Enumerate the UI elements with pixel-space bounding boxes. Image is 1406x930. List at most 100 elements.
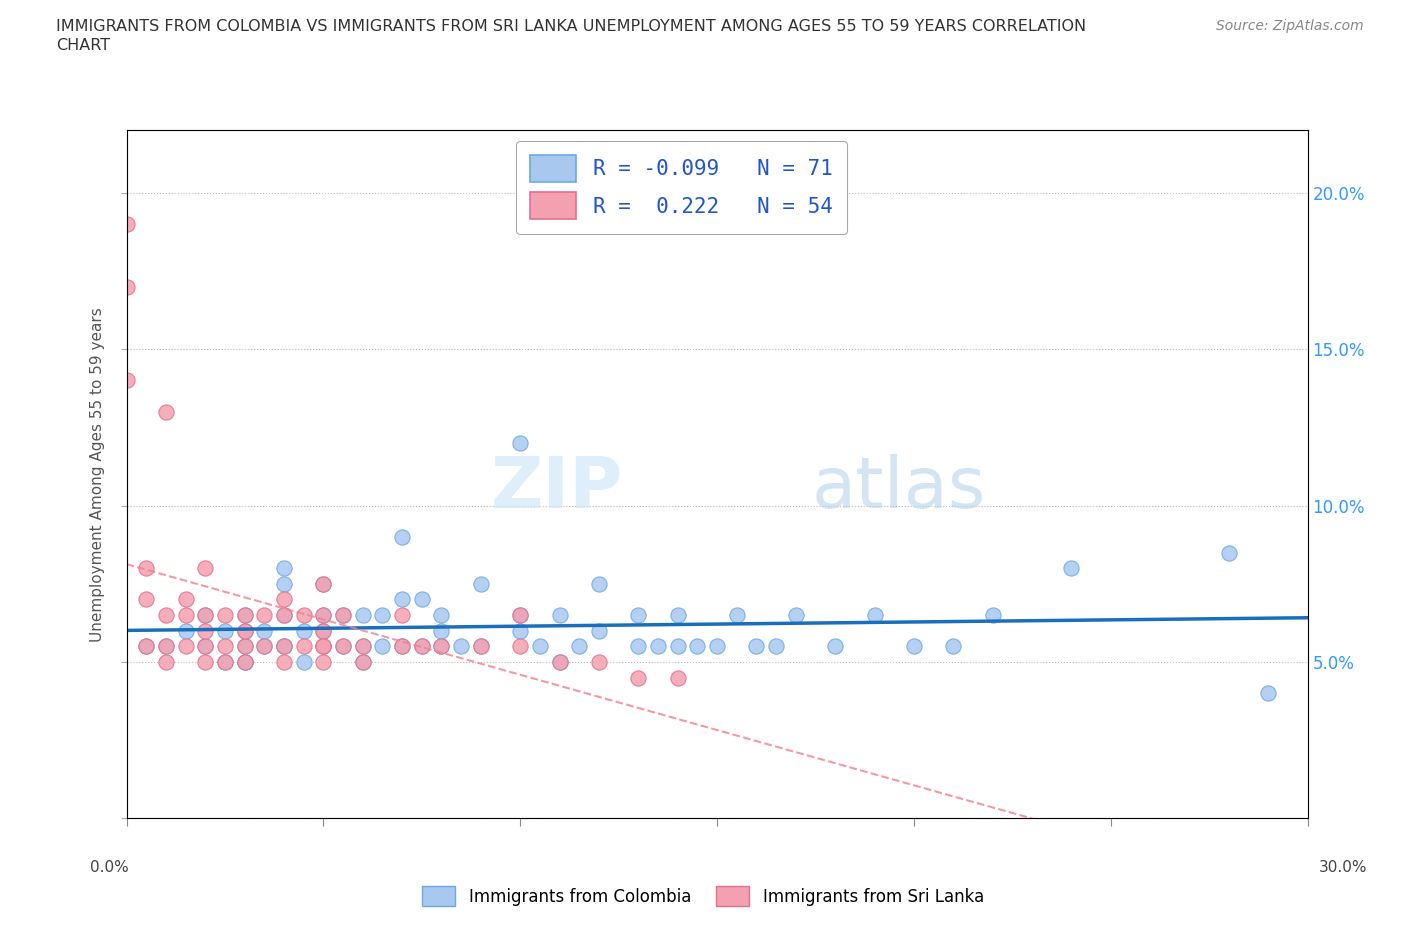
Point: [391, 639, 413, 654]
Point: [470, 577, 492, 591]
Point: [273, 561, 295, 576]
Point: [627, 639, 650, 654]
Point: [666, 639, 689, 654]
Point: [430, 607, 453, 622]
Text: atlas: atlas: [811, 454, 986, 523]
Point: [233, 655, 256, 670]
Point: [666, 607, 689, 622]
Point: [1060, 561, 1083, 576]
Point: [312, 623, 335, 638]
Point: [942, 639, 965, 654]
Point: [509, 435, 531, 450]
Point: [273, 639, 295, 654]
Point: [1257, 685, 1279, 700]
Point: [273, 639, 295, 654]
Point: [470, 639, 492, 654]
Point: [273, 592, 295, 607]
Point: [155, 607, 177, 622]
Point: [194, 607, 217, 622]
Point: [509, 607, 531, 622]
Point: [312, 655, 335, 670]
Point: [391, 592, 413, 607]
Point: [214, 655, 236, 670]
Point: [391, 639, 413, 654]
Point: [411, 639, 433, 654]
Text: IMMIGRANTS FROM COLOMBIA VS IMMIGRANTS FROM SRI LANKA UNEMPLOYMENT AMONG AGES 55: IMMIGRANTS FROM COLOMBIA VS IMMIGRANTS F…: [56, 19, 1087, 53]
Point: [174, 607, 197, 622]
Point: [155, 655, 177, 670]
Point: [411, 639, 433, 654]
Point: [430, 623, 453, 638]
Point: [647, 639, 669, 654]
Point: [706, 639, 728, 654]
Point: [1218, 545, 1240, 560]
Point: [214, 607, 236, 622]
Point: [312, 639, 335, 654]
Point: [194, 561, 217, 576]
Point: [785, 607, 807, 622]
Point: [273, 655, 295, 670]
Point: [332, 639, 354, 654]
Point: [214, 655, 236, 670]
Point: [548, 655, 571, 670]
Point: [135, 561, 157, 576]
Point: [135, 639, 157, 654]
Point: [470, 639, 492, 654]
Point: [233, 623, 256, 638]
Point: [115, 217, 138, 232]
Point: [253, 639, 276, 654]
Point: [194, 655, 217, 670]
Point: [352, 639, 374, 654]
Point: [312, 577, 335, 591]
Point: [273, 607, 295, 622]
Point: [214, 639, 236, 654]
Point: [430, 639, 453, 654]
Point: [824, 639, 846, 654]
Legend: Immigrants from Colombia, Immigrants from Sri Lanka: Immigrants from Colombia, Immigrants fro…: [415, 880, 991, 912]
Point: [352, 655, 374, 670]
Point: [371, 607, 394, 622]
Point: [115, 279, 138, 294]
Point: [155, 405, 177, 419]
Point: [174, 623, 197, 638]
Text: ZIP: ZIP: [491, 454, 623, 523]
Point: [214, 623, 236, 638]
Point: [273, 577, 295, 591]
Point: [253, 639, 276, 654]
Point: [352, 639, 374, 654]
Y-axis label: Unemployment Among Ages 55 to 59 years: Unemployment Among Ages 55 to 59 years: [90, 307, 105, 642]
Point: [233, 639, 256, 654]
Text: Source: ZipAtlas.com: Source: ZipAtlas.com: [1216, 19, 1364, 33]
Point: [666, 671, 689, 685]
Point: [352, 607, 374, 622]
Point: [745, 639, 768, 654]
Point: [155, 639, 177, 654]
Point: [588, 577, 610, 591]
Point: [194, 623, 217, 638]
Point: [292, 607, 315, 622]
Point: [588, 623, 610, 638]
Point: [509, 623, 531, 638]
Point: [312, 639, 335, 654]
Point: [155, 639, 177, 654]
Point: [411, 592, 433, 607]
Point: [725, 607, 748, 622]
Point: [863, 607, 886, 622]
Point: [135, 639, 157, 654]
Point: [273, 607, 295, 622]
Point: [332, 607, 354, 622]
Point: [312, 639, 335, 654]
Point: [371, 639, 394, 654]
Text: 30.0%: 30.0%: [1319, 860, 1367, 875]
Point: [292, 623, 315, 638]
Point: [627, 671, 650, 685]
Point: [765, 639, 787, 654]
Point: [233, 607, 256, 622]
Point: [981, 607, 1004, 622]
Point: [233, 607, 256, 622]
Point: [903, 639, 925, 654]
Point: [391, 607, 413, 622]
Point: [174, 592, 197, 607]
Point: [430, 639, 453, 654]
Text: 0.0%: 0.0%: [90, 860, 129, 875]
